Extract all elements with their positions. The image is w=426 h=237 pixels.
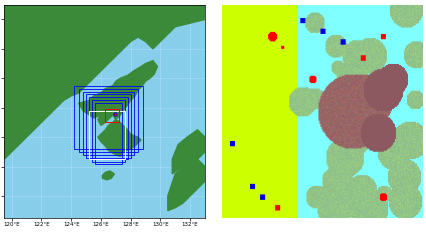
Polygon shape <box>78 61 157 156</box>
Polygon shape <box>102 171 114 180</box>
Bar <box>74 86 142 149</box>
Polygon shape <box>172 130 204 174</box>
Bar <box>105 109 118 123</box>
Bar <box>86 95 130 158</box>
Bar <box>95 103 121 164</box>
Polygon shape <box>4 5 204 159</box>
Bar <box>78 89 138 152</box>
Bar <box>89 97 127 159</box>
Bar <box>89 111 124 159</box>
Polygon shape <box>167 159 204 211</box>
Bar <box>92 100 124 162</box>
Bar <box>83 91 133 155</box>
